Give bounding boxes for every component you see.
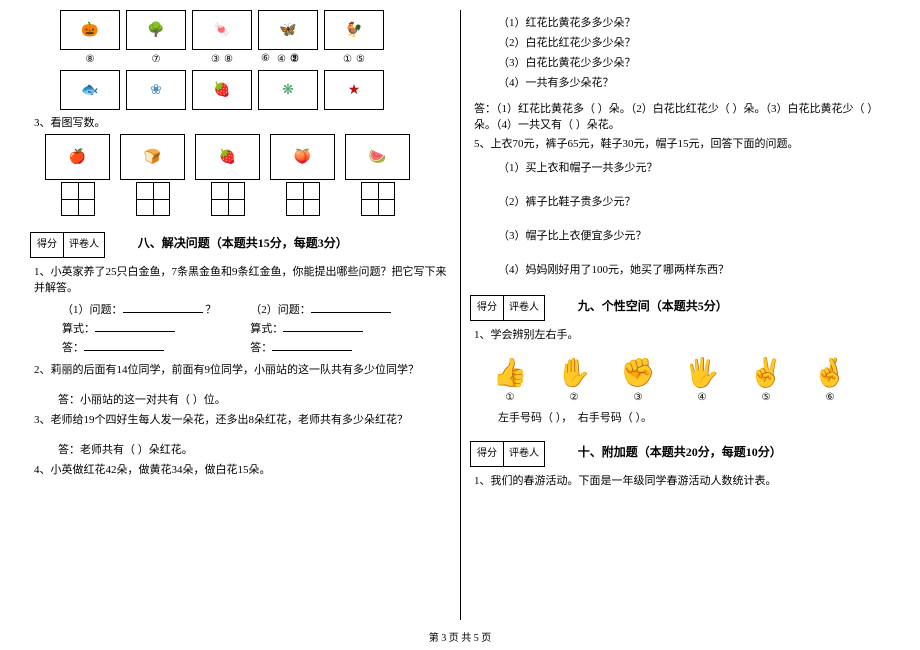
img-box: 🐓	[324, 10, 384, 50]
s8-q1: 1、小英家养了25只白金鱼，7条黑金鱼和9条红金鱼，你能提出哪些问题？把它写下来…	[30, 263, 450, 295]
num-cell: ①⑤	[324, 54, 384, 65]
hand-icon: ✌⑤	[736, 348, 796, 403]
img-box: 🎃	[60, 10, 120, 50]
q5-sub: （1）买上衣和帽子一共多少元？	[498, 159, 890, 175]
q4-sub: （2）白花比红花少多少朵？	[498, 34, 890, 50]
q5: 5、上衣70元，裤子65元，鞋子30元，帽子15元，回答下面的问题。	[470, 135, 890, 151]
blank	[123, 301, 203, 313]
hand-icon: 👍①	[480, 348, 540, 403]
hand-icon: ✊③	[608, 348, 668, 403]
blank	[95, 320, 175, 332]
score-box: 得分 评卷人	[30, 232, 105, 258]
q1-sub: 算式：	[250, 323, 283, 335]
hand-icon: 🤞⑥	[800, 348, 860, 403]
score-box: 得分 评卷人	[470, 295, 545, 321]
s8-q3: 3、老师给19个四好生每人发一朵花，还多出8朵红花，老师共有多少朵红花？	[30, 411, 450, 427]
num-cell: ③⑧	[192, 54, 252, 65]
score-label: 得分	[471, 296, 504, 320]
img-box: 🍉	[345, 134, 410, 180]
answer-grid	[136, 182, 170, 216]
img-box: 🍓	[192, 70, 252, 110]
section-8-title: 八、解决问题（本题共15分，每题3分）	[138, 234, 348, 251]
score-label: 评卷人	[64, 233, 104, 257]
section-9-title: 九、个性空间（本题共5分）	[578, 297, 728, 314]
image-row-2: 🐟 ❀ 🍓 ❋ ★	[60, 70, 450, 110]
score-label: 评卷人	[504, 442, 544, 466]
image-row-1: 🎃 🌳 🍬 🦋 🐓	[60, 10, 450, 50]
page-footer: 第 3 页 共 5 页	[0, 629, 920, 644]
s8-q4: 4、小英做红花42朵，做黄花34朵，做白花15朵。	[30, 461, 450, 477]
q5-sub: （2）裤子比鞋子贵多少元？	[498, 193, 890, 209]
img-box: 🍑	[270, 134, 335, 180]
q4-sub: （1）红花比黄花多多少朵？	[498, 14, 890, 30]
img-box: ❋	[258, 70, 318, 110]
img-box: 🦋	[258, 10, 318, 50]
img-box: ❀	[126, 70, 186, 110]
img-box: 🐟	[60, 70, 120, 110]
num-cell: ⑥⑨	[250, 53, 310, 64]
section-10-title: 十、附加题（本题共20分，每题10分）	[578, 443, 782, 460]
q4-sub: （3）白花比黄花少多少朵？	[498, 54, 890, 70]
blank	[84, 339, 164, 351]
score-label: 得分	[31, 233, 64, 257]
s8-q2: 2、莉丽的后面有14位同学，前面有9位同学，小丽站的这一队共有多少位同学？	[30, 361, 450, 377]
s10-q1: 1、我们的春游活动。下面是一年级同学春游活动人数统计表。	[470, 472, 890, 488]
blank	[283, 320, 363, 332]
answer-grid	[286, 182, 320, 216]
right-column: （1）红花比黄花多多少朵？ （2）白花比红花少多少朵？ （3）白花比黄花少多少朵…	[460, 10, 900, 625]
s9-labels: 左手号码（ ）， 右手号码（ ）。	[498, 409, 890, 425]
q3-label: 3、看图写数。	[30, 114, 450, 130]
q3-boxes: 🍎 🍞 🍓 🍑 🍉	[45, 134, 450, 216]
answer-grid	[211, 182, 245, 216]
q1-sub: 算式：	[62, 323, 95, 335]
blank	[272, 339, 352, 351]
img-box: ★	[324, 70, 384, 110]
answer-grid	[61, 182, 95, 216]
q5-sub: （4）妈妈刚好用了100元，她买了哪两样东西？	[498, 261, 890, 277]
s8-q2-ans: 答：小丽站的这一对共有（ ）位。	[58, 391, 450, 407]
q4-sub: （4）一共有多少朵花？	[498, 74, 890, 90]
img-box: 🍎	[45, 134, 110, 180]
answer-grid	[361, 182, 395, 216]
q4-ans: 答：（1）红花比黄花多（ ）朵。（2）白花比红花少（ ）朵。（3）白花比黄花少（…	[470, 100, 890, 132]
num-cell: ⑦	[126, 54, 186, 65]
hand-row: 👍① ✋② ✊③ 🖐④ ✌⑤ 🤞⑥	[480, 348, 890, 403]
hand-icon: ✋②	[544, 348, 604, 403]
hand-icon: 🖐④	[672, 348, 732, 403]
q5-sub: （3）帽子比上衣便宜多少元？	[498, 227, 890, 243]
img-box: 🍬	[192, 10, 252, 50]
score-label: 得分	[471, 442, 504, 466]
column-divider	[460, 10, 461, 620]
img-box: 🌳	[126, 10, 186, 50]
blank	[311, 301, 391, 313]
img-box: 🍞	[120, 134, 185, 180]
img-box: 🍓	[195, 134, 260, 180]
s9-q1: 1、学会辨别左右手。	[470, 326, 890, 342]
score-box: 得分 评卷人	[470, 441, 545, 467]
left-column: 🎃 🌳 🍬 🦋 🐓 ⑧ ⑦ ③⑧ ④② ①⑤ ⑥⑨ 🐟 ❀ 🍓 ❋ ★ 3、看图…	[20, 10, 460, 625]
score-label: 评卷人	[504, 296, 544, 320]
q1-sub: （2）问题：	[250, 304, 311, 316]
q1-sub: （1）问题：	[62, 304, 123, 316]
num-cell: ⑧	[60, 54, 120, 65]
q1-sub: 答：	[62, 342, 84, 354]
q1-sub: 答：	[250, 342, 272, 354]
s8-q3-ans: 答：老师共有（ ）朵红花。	[58, 441, 450, 457]
